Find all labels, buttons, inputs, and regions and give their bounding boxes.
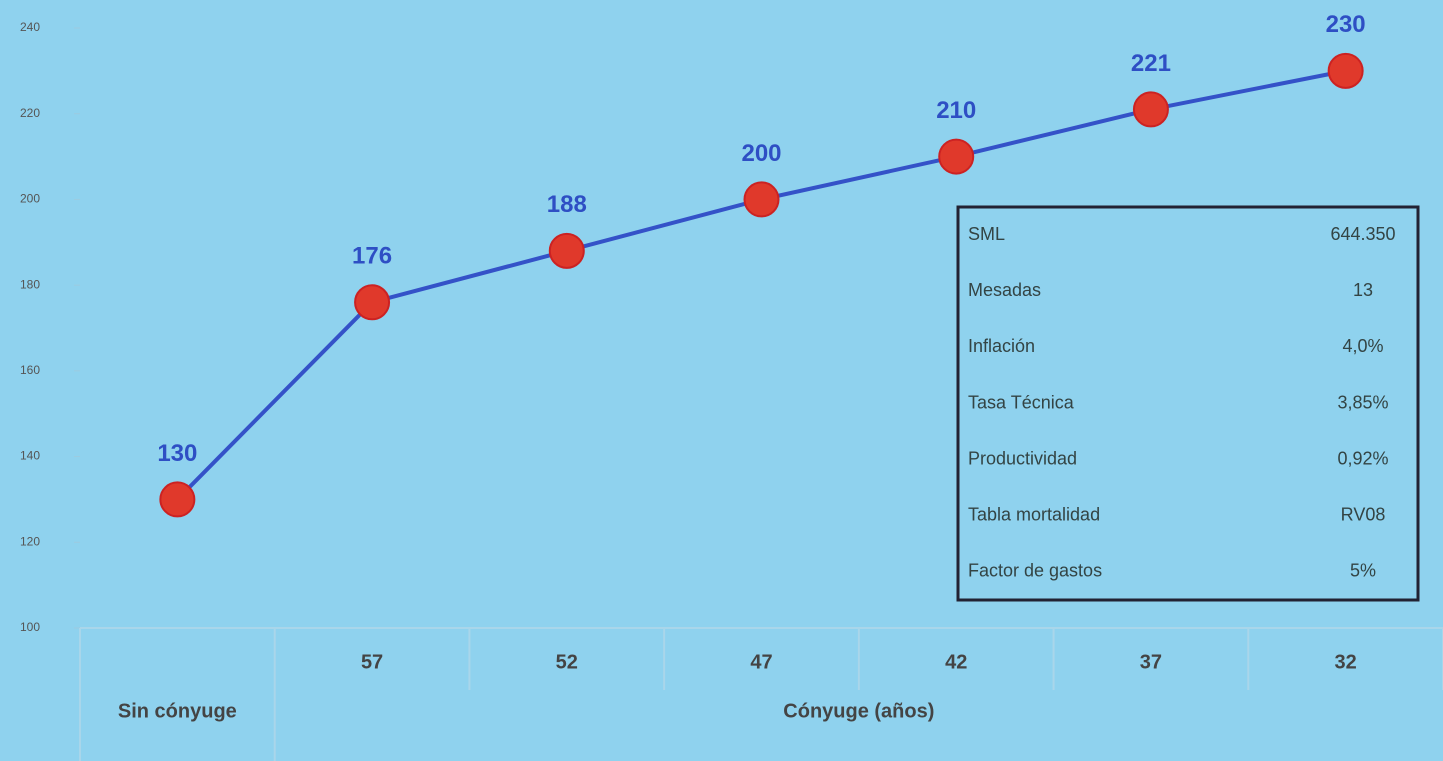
value-label: 130	[157, 440, 197, 467]
y-tick-label: 140	[20, 449, 40, 463]
y-tick-label: 120	[20, 534, 40, 548]
table-label: SML	[968, 224, 1005, 244]
x-tick-label: 47	[750, 651, 772, 673]
y-tick-label: 240	[20, 20, 40, 34]
x-tick-label: 52	[556, 651, 578, 673]
table-value: 0,92%	[1337, 448, 1388, 468]
group-label: Sin cónyuge	[118, 700, 237, 722]
table-value: 13	[1353, 280, 1373, 300]
table-label: Inflación	[968, 336, 1035, 356]
table-value: 5%	[1350, 561, 1376, 581]
marker	[938, 138, 975, 175]
marker	[159, 481, 196, 518]
value-label: 230	[1326, 11, 1366, 38]
table-label: Tasa Técnica	[968, 392, 1075, 412]
y-tick-label: 180	[20, 277, 40, 291]
x-tick-label: 37	[1140, 651, 1162, 673]
table-value: 644.350	[1330, 224, 1395, 244]
table-value: RV08	[1341, 505, 1386, 525]
value-label: 176	[352, 243, 392, 270]
table-label: Tabla mortalidad	[968, 505, 1100, 525]
info-table	[956, 205, 1420, 602]
y-tick-label: 100	[20, 620, 40, 634]
x-tick-label: 57	[361, 651, 383, 673]
marker	[354, 284, 391, 321]
table-value: 3,85%	[1337, 392, 1388, 412]
marker	[1327, 52, 1364, 89]
value-label: 221	[1131, 50, 1171, 77]
marker	[743, 181, 780, 218]
value-label: 210	[936, 97, 976, 124]
table-label: Factor de gastos	[968, 561, 1102, 581]
value-label: 200	[741, 140, 781, 167]
y-tick-label: 220	[20, 106, 40, 120]
table-label: Productividad	[968, 448, 1077, 468]
table-label: Mesadas	[968, 280, 1041, 300]
table-value: 4,0%	[1342, 336, 1383, 356]
y-tick-label: 200	[20, 192, 40, 206]
group-label: Cónyuge (años)	[783, 700, 934, 722]
value-label: 188	[547, 191, 587, 218]
marker	[1132, 91, 1169, 128]
y-tick-label: 160	[20, 363, 40, 377]
x-tick-label: 42	[945, 651, 967, 673]
marker	[548, 232, 585, 269]
x-tick-label: 32	[1335, 651, 1357, 673]
